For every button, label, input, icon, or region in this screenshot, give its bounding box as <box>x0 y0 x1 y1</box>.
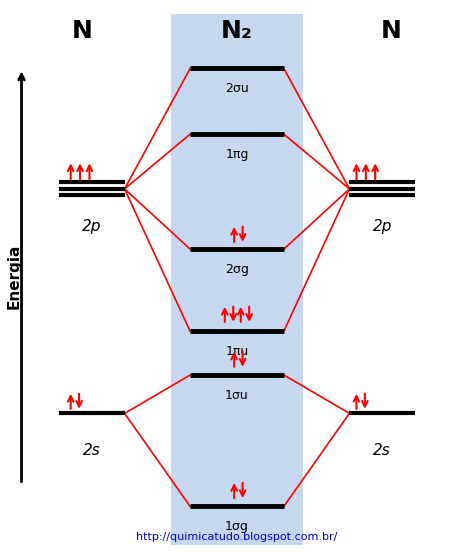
Text: 1πg: 1πg <box>225 148 249 161</box>
Text: 1σg: 1σg <box>225 520 249 533</box>
Text: 2s: 2s <box>83 444 100 458</box>
Text: 1σu: 1σu <box>225 389 249 401</box>
Text: 2σg: 2σg <box>225 263 249 276</box>
Text: 2s: 2s <box>374 444 391 458</box>
Text: Energia: Energia <box>7 244 22 309</box>
Text: http://quimicatudo.blogspot.com.br/: http://quimicatudo.blogspot.com.br/ <box>137 532 337 542</box>
Text: 2p: 2p <box>82 219 101 234</box>
Text: N: N <box>381 19 402 43</box>
Text: 2σu: 2σu <box>225 82 249 95</box>
Text: N₂: N₂ <box>221 19 253 43</box>
Text: N: N <box>72 19 93 43</box>
FancyBboxPatch shape <box>172 14 302 545</box>
Text: 1πu: 1πu <box>225 345 249 358</box>
Text: 2p: 2p <box>373 219 392 234</box>
